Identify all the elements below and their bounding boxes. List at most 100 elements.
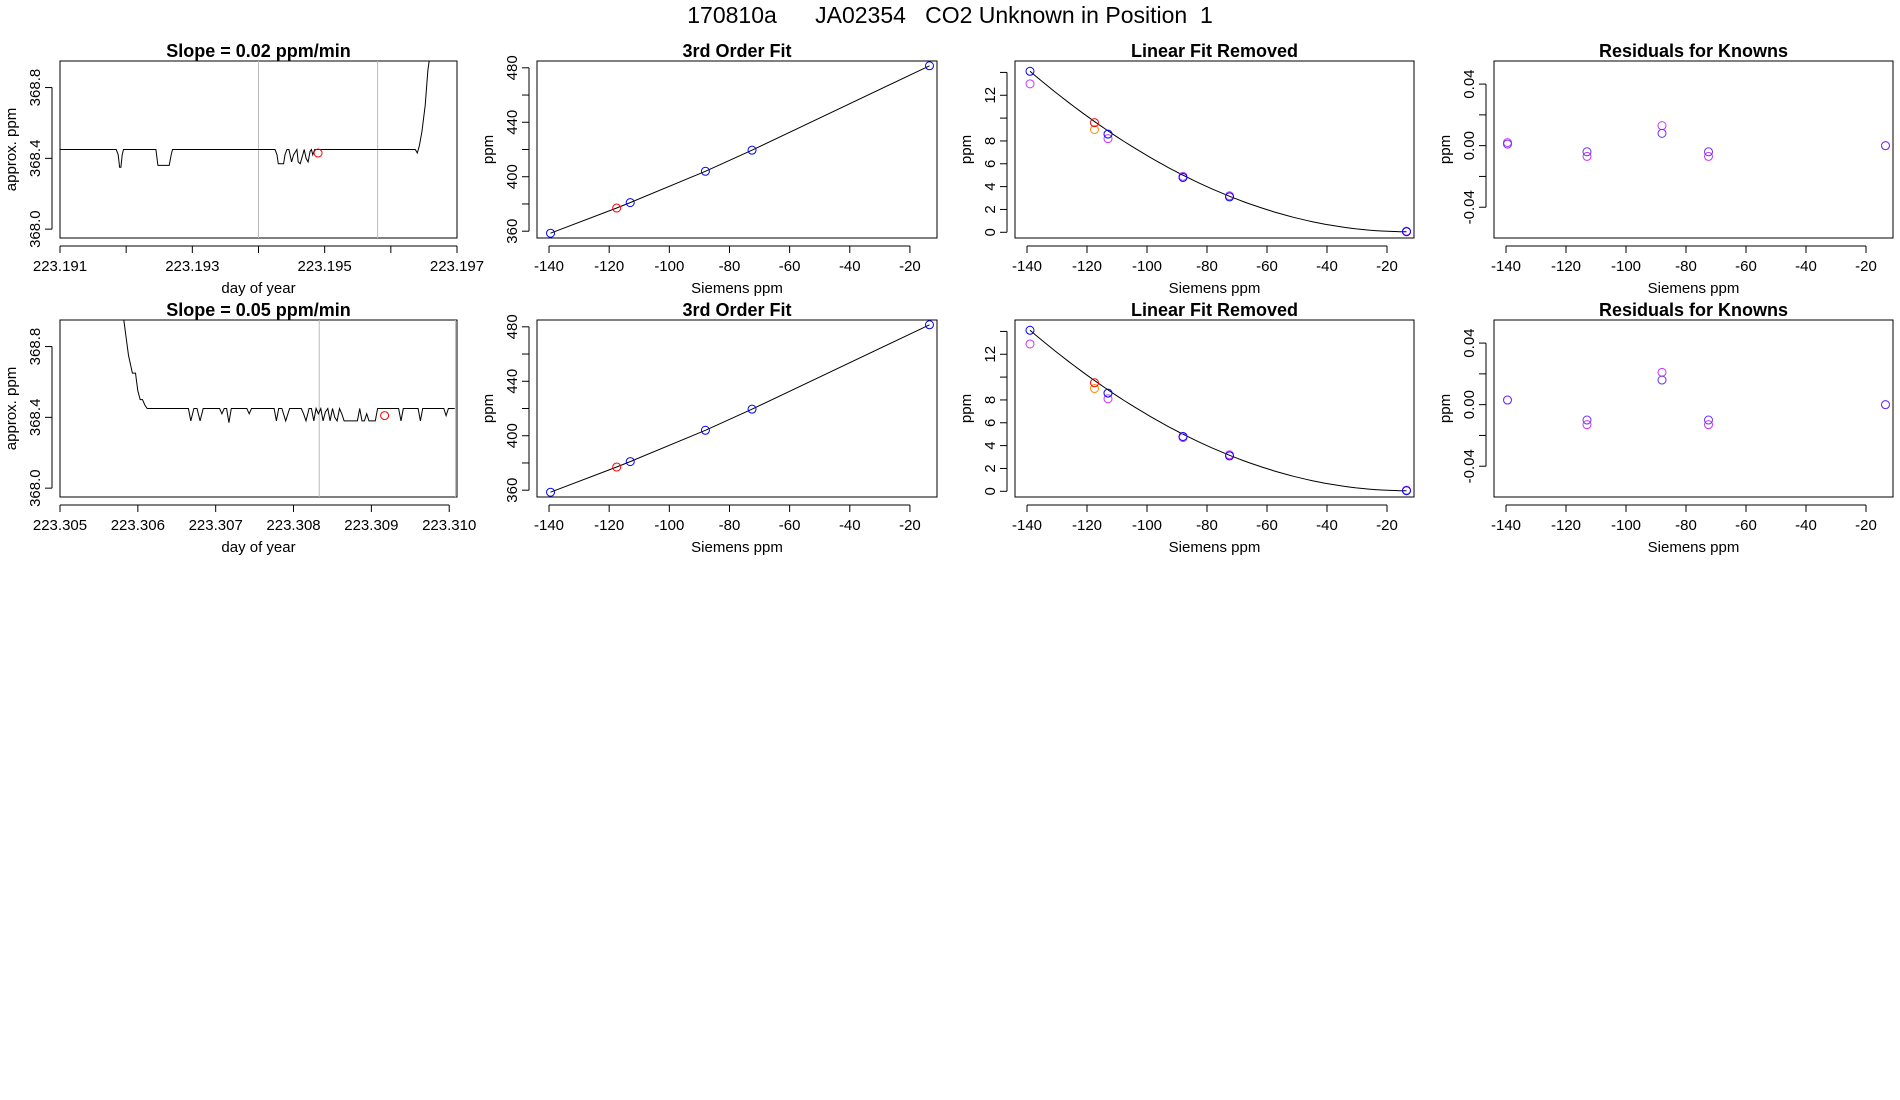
chart-panel-1: Slope = 0.02 ppm/min 223.191 223.193 223.19… <box>3 41 484 297</box>
y-axis-label: ppm <box>480 135 497 164</box>
chart-title: Linear Fit Removed <box>1131 41 1298 61</box>
x-tick-label: -20 <box>1855 517 1877 534</box>
x-tick-label: -140 <box>534 517 564 534</box>
known-point <box>1657 375 1667 385</box>
known-point <box>1881 400 1890 410</box>
known-point <box>1657 128 1667 138</box>
x-tick-label: -40 <box>1316 258 1338 275</box>
y-tick-label: 4 <box>982 441 999 449</box>
x-tick-label: -60 <box>1256 517 1278 534</box>
known-point <box>747 404 757 414</box>
x-tick-label: -120 <box>1072 517 1102 534</box>
x-tick-label: -80 <box>719 258 741 275</box>
orange-point <box>1090 125 1099 135</box>
plot-frame <box>1493 319 1894 498</box>
x-tick-label: 223.309 <box>344 517 398 534</box>
known-point <box>747 145 757 155</box>
known-point <box>924 320 934 330</box>
x-tick-label: -140 <box>1012 258 1042 275</box>
x-axis-label: Siemens ppm <box>691 280 783 297</box>
plot-data <box>1503 367 1890 430</box>
known-point <box>1103 129 1113 139</box>
x-tick-label: -140 <box>534 258 564 275</box>
x-tick-label: -140 <box>1012 517 1042 534</box>
x-axis-label: Siemens ppm <box>1648 280 1740 297</box>
y-tick-label: -0.04 <box>1461 449 1478 483</box>
unknown-point <box>380 411 390 421</box>
x-tick-label: -40 <box>839 517 861 534</box>
y-tick-label: 2 <box>982 205 999 213</box>
y-tick-label: 368.0 <box>27 210 44 248</box>
y-tick-label: 440 <box>504 369 521 394</box>
plot-frame <box>1493 60 1894 239</box>
x-axis-label: day of year <box>221 280 295 297</box>
known-point <box>1704 147 1713 157</box>
x-tick-label: -140 <box>1491 517 1521 534</box>
x-tick-label: -100 <box>654 517 684 534</box>
x-tick-label: 223.306 <box>111 517 165 534</box>
plot-data <box>1503 121 1890 161</box>
y-tick-label: 440 <box>504 110 521 135</box>
x-tick-label: 223.307 <box>189 517 243 534</box>
chart-title: Linear Fit Removed <box>1131 300 1298 320</box>
y-tick-label: 0.00 <box>1461 131 1478 160</box>
x-tick-label: -20 <box>1855 258 1877 275</box>
plot-data <box>1025 325 1411 496</box>
y-tick-label: 368.4 <box>27 399 44 437</box>
y-axis-label: ppm <box>480 394 497 423</box>
x-tick-label: -120 <box>1072 258 1102 275</box>
unknown-point <box>1090 378 1099 388</box>
x-tick-label: -100 <box>1611 517 1641 534</box>
residual-point <box>1103 134 1113 144</box>
plot-data <box>546 61 934 238</box>
residual-point <box>1582 151 1592 161</box>
chart-title: 3rd Order Fit <box>682 300 791 320</box>
y-tick-label: 8 <box>982 137 999 145</box>
y-axis-label: ppm <box>958 135 975 164</box>
known-point <box>924 61 934 71</box>
y-axis-label: approx. ppm <box>3 108 20 191</box>
x-tick-label: -120 <box>1551 517 1581 534</box>
residual-point <box>1704 420 1713 430</box>
x-tick-label: -20 <box>1376 517 1398 534</box>
x-tick-label: 223.195 <box>298 258 352 275</box>
plot-data <box>546 320 934 497</box>
x-tick-label: -60 <box>1735 258 1757 275</box>
x-tick-label: -100 <box>654 258 684 275</box>
y-tick-label: 400 <box>504 423 521 448</box>
x-tick-label: -100 <box>1132 517 1162 534</box>
y-tick-label: 368.4 <box>27 140 44 178</box>
residual-point <box>1025 339 1035 349</box>
y-tick-label: 6 <box>982 419 999 427</box>
fit-curve <box>1029 329 1407 492</box>
known-point <box>1178 431 1188 441</box>
y-tick-label: -0.04 <box>1461 190 1478 224</box>
x-tick-label: -120 <box>594 517 624 534</box>
known-point <box>1402 486 1411 496</box>
series-line <box>123 320 455 423</box>
x-tick-label: -20 <box>1376 258 1398 275</box>
known-point <box>700 166 710 176</box>
x-tick-label: -40 <box>1795 517 1817 534</box>
known-point <box>1225 451 1234 461</box>
y-axis-label: ppm <box>1437 135 1454 164</box>
chart-title: 3rd Order Fit <box>682 41 791 61</box>
x-axis-label: Siemens ppm <box>1648 539 1740 556</box>
known-point <box>1402 227 1411 237</box>
y-tick-label: 0 <box>982 228 999 236</box>
x-axis-label: Siemens ppm <box>1169 539 1261 556</box>
residual-point <box>1704 151 1713 161</box>
known-point <box>1503 139 1512 149</box>
unknown-point <box>612 462 622 472</box>
y-tick-label: 0.04 <box>1461 69 1478 98</box>
chart-title: Residuals for Knowns <box>1599 41 1788 61</box>
unknown-point <box>313 148 323 158</box>
x-tick-label: -60 <box>779 258 801 275</box>
y-tick-label: 12 <box>982 346 999 363</box>
x-tick-label: -100 <box>1132 258 1162 275</box>
chart-title: Slope = 0.02 ppm/min <box>166 41 351 61</box>
chart-panel-4: Residuals for Knowns -140 -120 -100 -80 -60 -4… <box>1437 41 1894 297</box>
x-tick-label: -80 <box>1196 258 1218 275</box>
x-tick-label: -20 <box>899 517 921 534</box>
